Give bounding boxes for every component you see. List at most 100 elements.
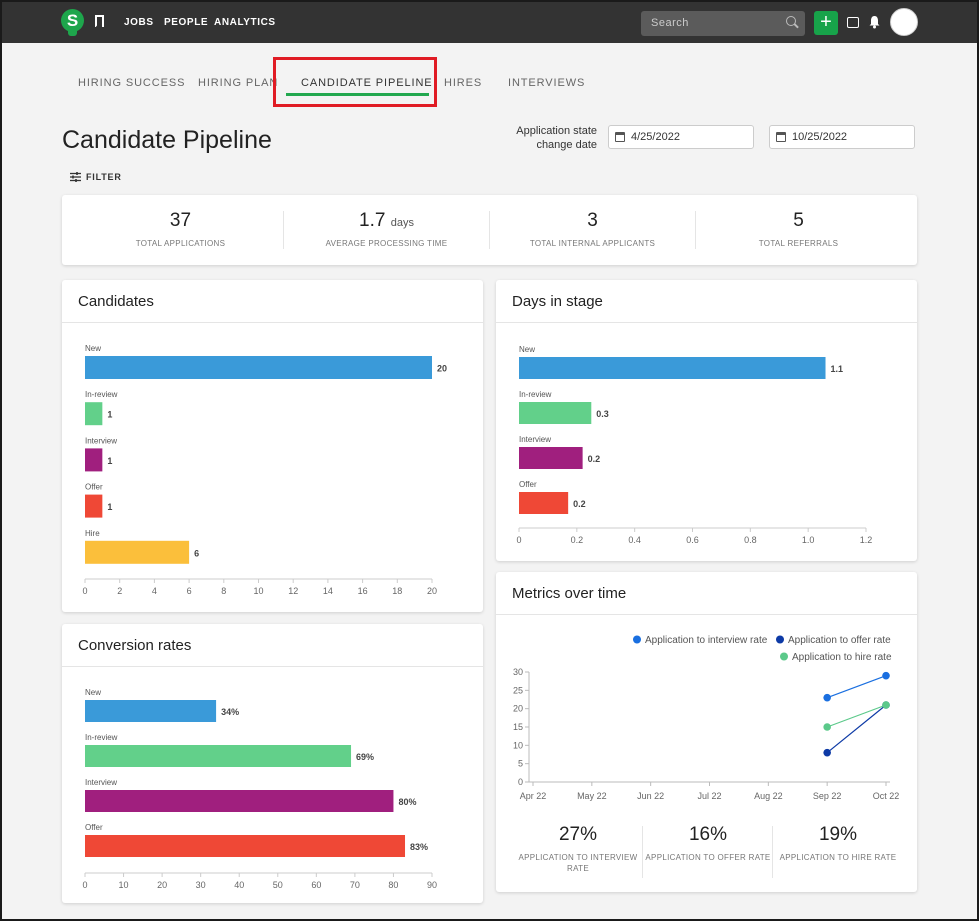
summary-label: APPLICATION TO INTERVIEW RATE xyxy=(518,853,638,873)
x-tick-label: Sep 22 xyxy=(813,791,842,801)
start-date-value: 4/25/2022 xyxy=(631,131,680,143)
highlight-annotation xyxy=(273,57,437,107)
value-label-interview: 0.2 xyxy=(588,454,601,464)
logo-stem xyxy=(68,30,77,36)
summary-label: APPLICATION TO OFFER RATE xyxy=(645,853,771,862)
y-tick-label: 25 xyxy=(513,685,523,695)
filter-icon[interactable] xyxy=(70,172,81,182)
value-label-new: 1.1 xyxy=(831,364,844,374)
legend-label-application-to-interview-rate: Application to interview rate xyxy=(645,635,768,646)
conversion-rates-bar-chart: 0 10 20 30 40 50 60 70 80 90 New 34% In-review 69% Int… xyxy=(82,688,437,890)
days-in-stage-bar-chart: 0 0.2 0.4 0.6 0.8 1.0 1.2 New 1.1 In-review 0.3 Int… xyxy=(516,345,873,545)
legend-label-application-to-hire-rate: Application to hire rate xyxy=(792,652,892,663)
x-tick-label: 10 xyxy=(119,880,129,890)
x-tick-label: Jun 22 xyxy=(637,791,664,801)
series-line-application-to-hire-rate xyxy=(826,704,887,728)
y-tick-label: 20 xyxy=(513,704,523,714)
x-tick-label: 0 xyxy=(516,535,521,545)
divider xyxy=(772,826,773,878)
card-title: Candidates xyxy=(78,293,154,310)
x-tick-label: 8 xyxy=(221,586,226,596)
candidates-bar-chart: 0 2 4 6 8 10 12 14 16 18 20New20In-review1Intervie… xyxy=(82,344,447,596)
y-tick-label: 15 xyxy=(513,722,523,732)
tab-interviews[interactable]: INTERVIEWS xyxy=(508,77,586,89)
x-tick-label: 18 xyxy=(392,586,402,596)
nav-analytics[interactable]: ANALYTICS xyxy=(214,17,276,28)
category-label-interview: Interview xyxy=(85,778,117,787)
x-tick-label: 16 xyxy=(358,586,368,596)
bar-in-review xyxy=(519,402,592,424)
bar-new xyxy=(519,357,826,379)
stat-avg-processing-time: 1.7 days AVERAGE PROCESSING TIME xyxy=(284,195,489,248)
series-line-application-to-interview-rate xyxy=(826,675,887,699)
x-tick-label: 20 xyxy=(157,880,167,890)
category-label-in-review: In-review xyxy=(85,733,118,742)
data-point-application-to-hire-rate xyxy=(823,723,831,731)
bell-icon[interactable] xyxy=(869,15,880,29)
x-tick-label: 4 xyxy=(152,586,157,596)
x-tick-label: Oct 22 xyxy=(873,791,900,801)
stat-value: 1.7 xyxy=(359,210,386,231)
data-point-application-to-interview-rate xyxy=(823,693,831,702)
category-label-new: New xyxy=(519,345,535,354)
search-icon[interactable] xyxy=(786,16,796,26)
nav-jobs[interactable]: JOBS xyxy=(124,17,154,28)
data-point-application-to-offer-rate xyxy=(823,748,831,757)
start-date-field[interactable]: 4/25/2022 xyxy=(608,125,754,149)
bookmark-icon[interactable] xyxy=(95,15,104,28)
tab-hires[interactable]: HIRES xyxy=(444,77,483,89)
category-label-new: New xyxy=(85,344,101,353)
summary-hire-rate: 19% APPLICATION TO HIRE RATE xyxy=(773,824,903,863)
bar-in-review xyxy=(85,402,103,426)
stat-value: 37 xyxy=(169,210,192,231)
x-tick-label: 6 xyxy=(187,586,192,596)
calendar-icon xyxy=(776,132,786,142)
x-tick-label: 80 xyxy=(388,880,398,890)
bar-hire xyxy=(85,540,190,564)
bar-interview xyxy=(519,447,583,469)
search-input[interactable]: Search xyxy=(641,11,805,36)
stat-internal-applicants: 3 TOTAL INTERNAL APPLICANTS xyxy=(490,195,695,248)
category-label-in-review: In-review xyxy=(519,390,552,399)
y-tick-label: 30 xyxy=(513,667,523,677)
summary-value: 27% xyxy=(558,824,598,845)
value-label-offer: 1 xyxy=(107,502,112,512)
tab-candidate-pipeline[interactable]: CANDIDATE PIPELINE xyxy=(301,77,433,89)
add-button[interactable]: + xyxy=(814,11,838,35)
summary-value: 16% xyxy=(688,824,728,845)
y-tick-label: 0 xyxy=(518,777,523,787)
category-label-offer: Offer xyxy=(85,483,103,492)
nav-people[interactable]: PEOPLE xyxy=(164,17,209,28)
user-avatar[interactable] xyxy=(890,8,918,36)
x-tick-label: 14 xyxy=(323,586,333,596)
value-label-interview: 80% xyxy=(398,797,416,807)
series-line-application-to-offer-rate xyxy=(826,704,887,754)
candidates-card: Candidates 0 2 4 6 8 10 12 14 16 18 20 New 20 In-revi… xyxy=(62,280,483,612)
x-tick-label: 0 xyxy=(82,586,87,596)
x-tick-label: 10 xyxy=(253,586,263,596)
bar-offer xyxy=(85,494,103,518)
card-title: Days in stage xyxy=(512,293,603,310)
x-tick-label: Aug 22 xyxy=(754,791,783,801)
end-date-field[interactable]: 10/25/2022 xyxy=(769,125,915,149)
x-tick-label: 1.0 xyxy=(802,535,815,545)
app-logo[interactable]: S xyxy=(61,9,84,32)
value-label-offer: 83% xyxy=(410,842,428,852)
divider xyxy=(496,614,917,615)
inbox-icon[interactable] xyxy=(847,17,859,28)
y-tick-label: 5 xyxy=(518,759,523,769)
bar-interview xyxy=(85,448,103,472)
stat-total-applications: 37 TOTAL APPLICATIONS xyxy=(78,195,283,248)
category-label-in-review: In-review xyxy=(85,390,118,399)
tab-hiring-success[interactable]: HIRING SUCCESS xyxy=(78,77,186,89)
x-tick-label: 1.2 xyxy=(860,535,873,545)
x-tick-label: 30 xyxy=(196,880,206,890)
filter-button[interactable]: FILTER xyxy=(86,172,122,182)
bar-offer xyxy=(85,835,406,857)
x-tick-label: 60 xyxy=(311,880,321,890)
tab-hiring-plan[interactable]: HIRING PLAN xyxy=(198,77,279,89)
value-label-in-review: 69% xyxy=(356,752,374,762)
value-label-in-review: 0.3 xyxy=(596,409,609,419)
value-label-interview: 1 xyxy=(107,456,112,466)
stat-label: TOTAL REFERRALS xyxy=(758,239,839,248)
